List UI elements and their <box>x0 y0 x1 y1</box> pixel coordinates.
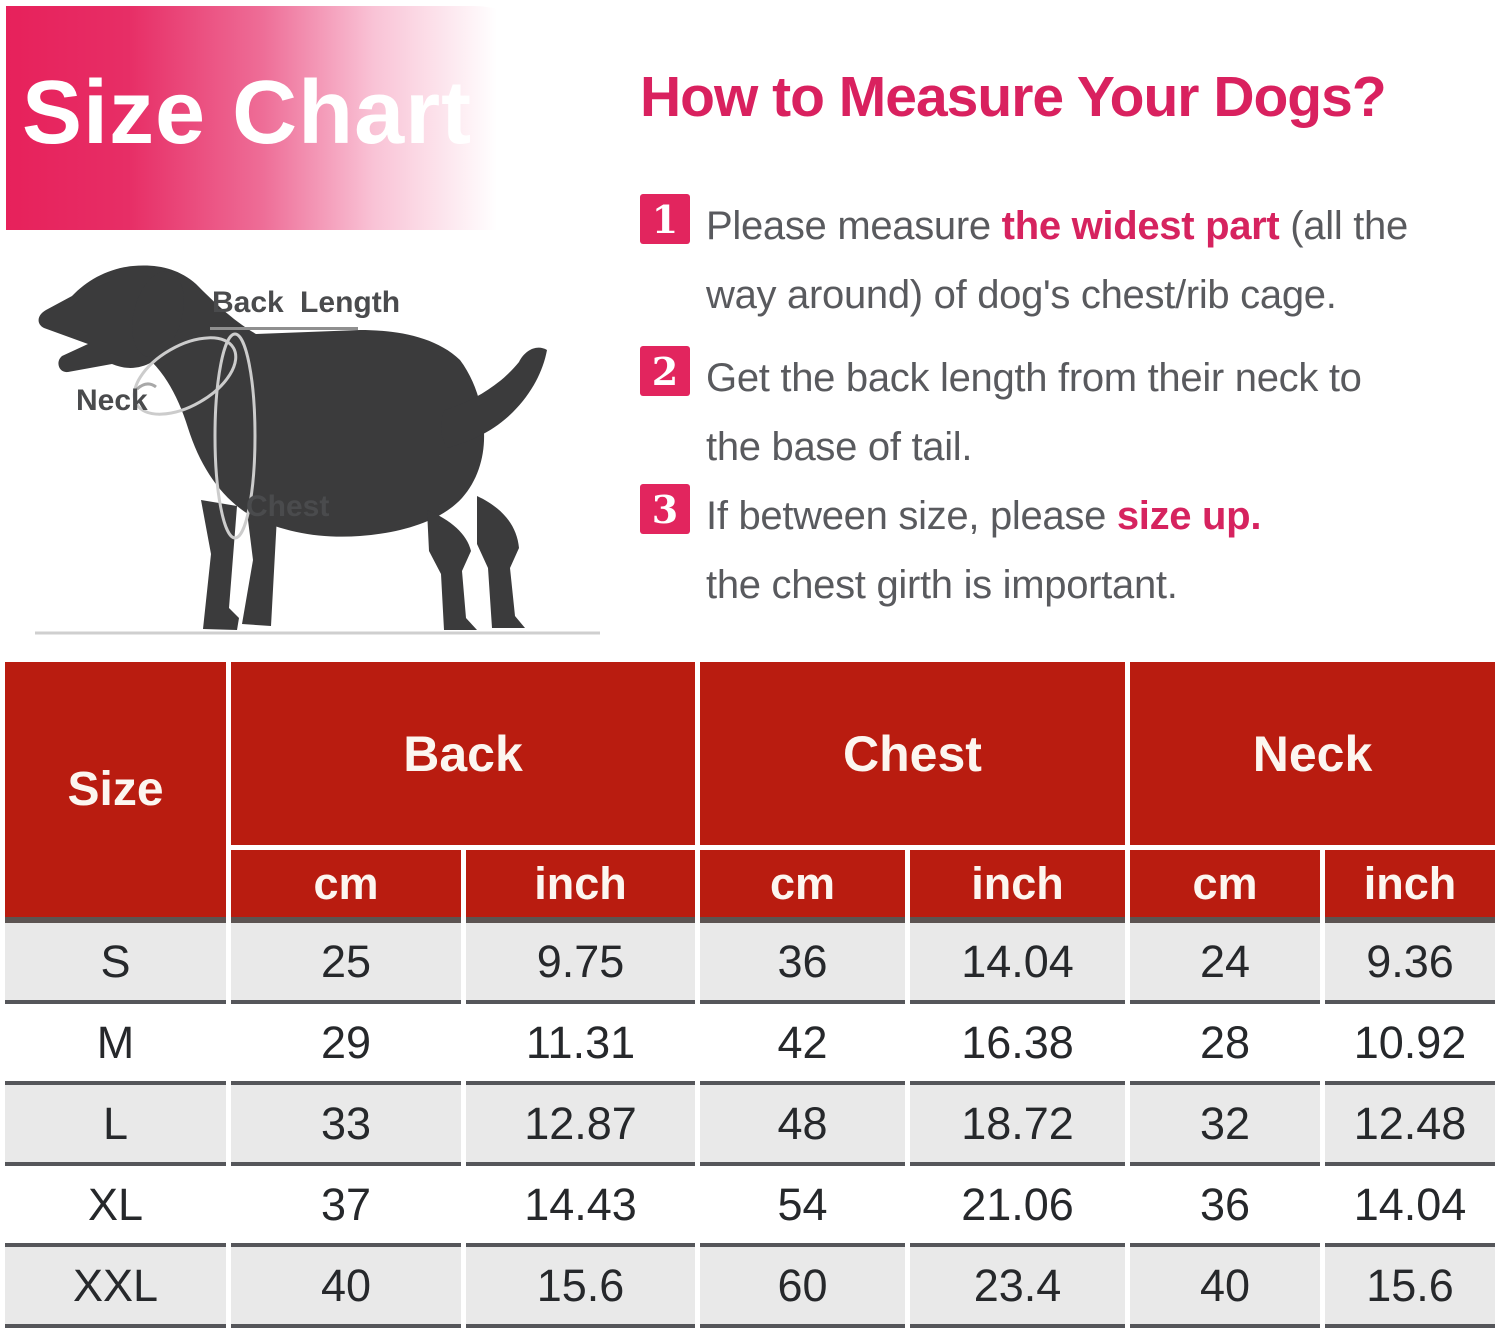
step-3-text: If between size, please size up. the che… <box>706 482 1496 620</box>
step-3-number-badge: 3 <box>640 484 690 534</box>
chest-label: Chest <box>246 490 330 523</box>
cell-back-cm: 37 <box>231 1166 461 1247</box>
cell-back-cm: 25 <box>231 923 461 1004</box>
measure-step-2: 2 Get the back length from their neck to… <box>640 344 1496 482</box>
neck-label-hook <box>135 382 157 391</box>
cell-back-cm: 29 <box>231 1004 461 1085</box>
col-header-neck: Neck <box>1130 662 1495 845</box>
measure-step-3: 3 If between size, please size up. the c… <box>640 482 1496 620</box>
step-1-text-post: (all the <box>1279 204 1408 248</box>
step-1-text-pre: Please measure <box>706 204 1002 248</box>
cell-chest-inch: 23.4 <box>910 1247 1125 1328</box>
step-2-text-pre: Get the back length from their neck to <box>706 356 1362 400</box>
step-1-number-badge: 1 <box>640 194 690 244</box>
cell-neck-cm: 24 <box>1130 923 1320 1004</box>
step-3-highlight: size up. <box>1116 494 1262 538</box>
step-2-line2: the base of tail. <box>706 425 973 469</box>
cell-size: L <box>5 1085 226 1166</box>
cell-chest-inch: 21.06 <box>910 1166 1125 1247</box>
page-title: Size Chart <box>22 63 473 163</box>
cell-size: S <box>5 923 226 1004</box>
step-1-line2: way around) of dog's chest/rib cage. <box>706 273 1337 317</box>
howto-heading: How to Measure Your Dogs? <box>640 65 1387 129</box>
step-2-number-badge: 2 <box>640 346 690 396</box>
unit-header-chest-cm: cm <box>700 845 905 923</box>
step-1-highlight: the widest part <box>1001 204 1280 248</box>
cell-neck-inch: 9.36 <box>1325 923 1495 1004</box>
cell-neck-cm: 28 <box>1130 1004 1320 1085</box>
cell-chest-cm: 60 <box>700 1247 905 1328</box>
cell-neck-inch: 10.92 <box>1325 1004 1495 1085</box>
dog-ear-shape <box>132 271 184 357</box>
cell-back-inch: 11.31 <box>466 1004 695 1085</box>
cell-chest-cm: 48 <box>700 1085 905 1166</box>
back-length-label: Back Length <box>212 286 401 319</box>
cell-neck-cm: 36 <box>1130 1166 1320 1247</box>
neck-label: Neck <box>76 384 148 417</box>
dog-front-leg <box>201 500 239 630</box>
cell-neck-inch: 14.04 <box>1325 1166 1495 1247</box>
step-1-text: Please measure the widest part (all the … <box>706 192 1496 330</box>
cell-back-inch: 14.43 <box>466 1166 695 1247</box>
cell-size: M <box>5 1004 226 1085</box>
chest-measure-line <box>213 332 257 540</box>
step-2-text: Get the back length from their neck to t… <box>706 344 1496 482</box>
cell-neck-inch: 15.6 <box>1325 1247 1495 1328</box>
cell-back-cm: 33 <box>231 1085 461 1166</box>
cell-chest-inch: 18.72 <box>910 1085 1125 1166</box>
cell-chest-inch: 14.04 <box>910 923 1125 1004</box>
dog-silhouette-illustration <box>35 265 600 635</box>
dog-tail-shape <box>441 347 547 448</box>
cell-chest-cm: 36 <box>700 923 905 1004</box>
cell-back-cm: 40 <box>231 1247 461 1328</box>
size-table: Size Back Chest Neck cm inch cm inch cm … <box>5 662 1495 1328</box>
cell-back-inch: 9.75 <box>466 923 695 1004</box>
unit-header-back-cm: cm <box>231 845 461 923</box>
size-chart-banner: Size Chart <box>6 6 564 230</box>
cell-neck-cm: 32 <box>1130 1085 1320 1166</box>
cell-size: XXL <box>5 1247 226 1328</box>
step-3-line2: the chest girth is important. <box>706 563 1178 607</box>
cell-chest-cm: 54 <box>700 1166 905 1247</box>
dog-hind-leg <box>427 510 477 630</box>
unit-header-neck-inch: inch <box>1325 845 1495 923</box>
dog-hind-leg-far <box>477 496 525 628</box>
cell-neck-inch: 12.48 <box>1325 1085 1495 1166</box>
unit-header-chest-inch: inch <box>910 845 1125 923</box>
neck-measure-line <box>132 336 238 416</box>
col-header-back: Back <box>231 662 695 845</box>
cell-back-inch: 12.87 <box>466 1085 695 1166</box>
cell-chest-inch: 16.38 <box>910 1004 1125 1085</box>
cell-chest-cm: 42 <box>700 1004 905 1085</box>
unit-header-neck-cm: cm <box>1130 845 1320 923</box>
col-header-size: Size <box>5 662 226 923</box>
col-header-chest: Chest <box>700 662 1125 845</box>
cell-neck-cm: 40 <box>1130 1247 1320 1328</box>
unit-header-back-inch: inch <box>466 845 695 923</box>
back-length-line <box>210 327 358 330</box>
dog-front-leg-far <box>242 512 277 626</box>
cell-size: XL <box>5 1166 226 1247</box>
step-3-text-pre: If between size, please <box>706 494 1117 538</box>
measure-step-1: 1 Please measure the widest part (all th… <box>640 192 1496 330</box>
cell-back-inch: 15.6 <box>466 1247 695 1328</box>
